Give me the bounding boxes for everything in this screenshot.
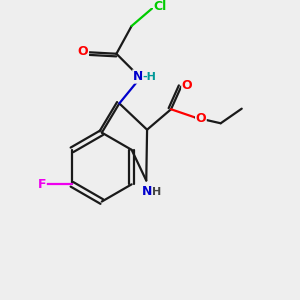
Text: O: O [196, 112, 206, 125]
Text: -H: -H [143, 72, 157, 82]
Text: H: H [152, 187, 162, 196]
Text: N: N [142, 185, 152, 198]
Text: N: N [133, 70, 143, 83]
Text: F: F [38, 178, 46, 191]
Text: O: O [182, 79, 192, 92]
Text: O: O [78, 45, 88, 58]
Text: Cl: Cl [154, 0, 167, 13]
